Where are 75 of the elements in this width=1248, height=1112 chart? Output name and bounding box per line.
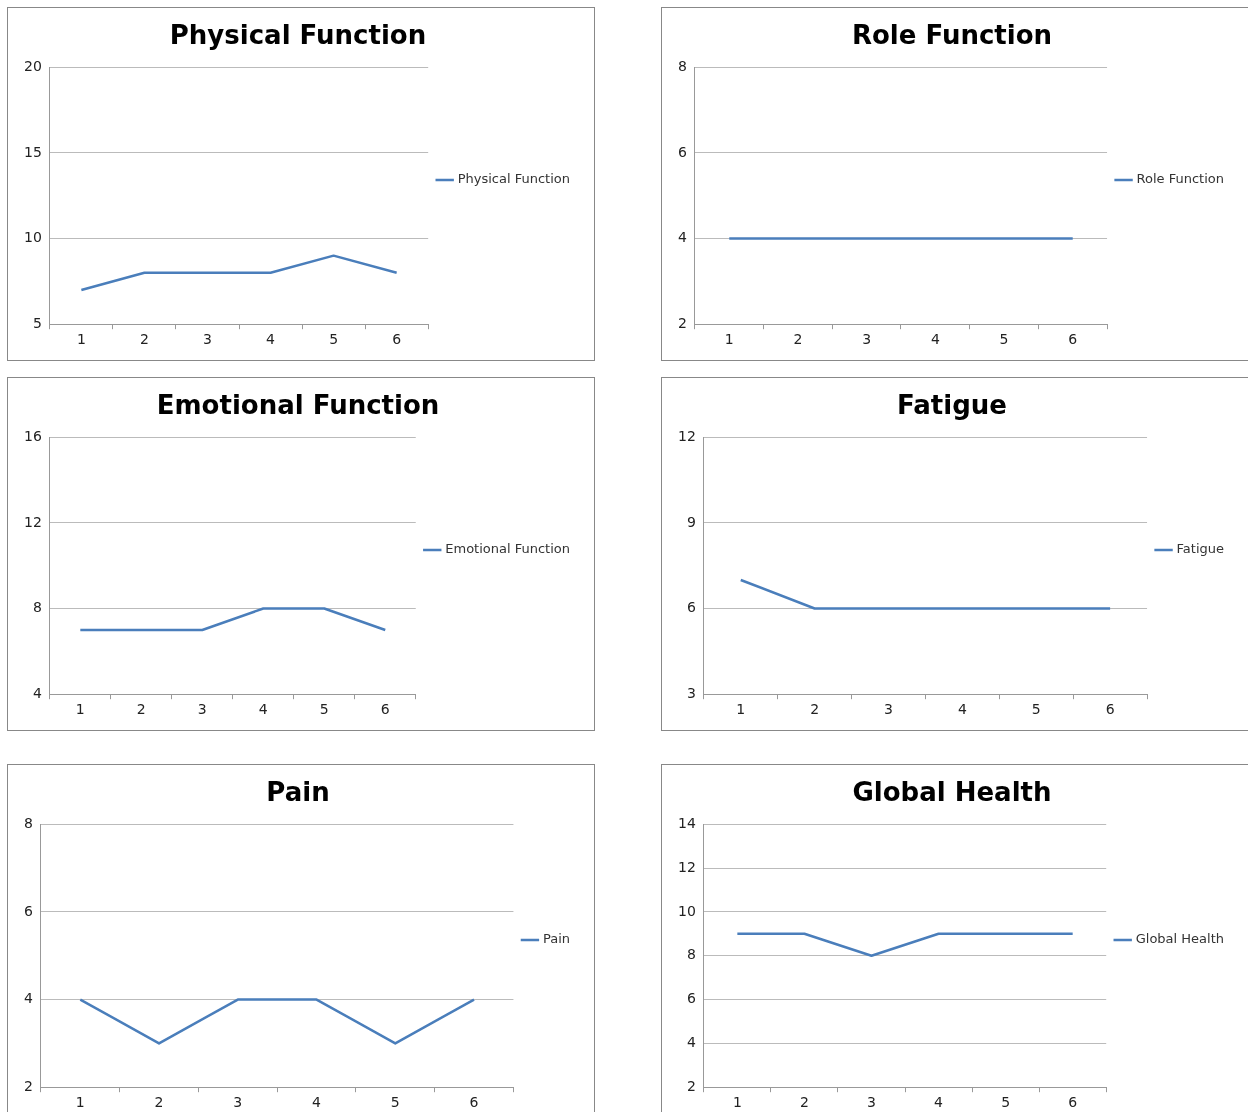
x-tick-label: 1 [736, 701, 746, 718]
x-tick-label: 2 [799, 1094, 809, 1111]
x-tick-label: 4 [258, 701, 268, 718]
y-tick-label: 12 [23, 513, 42, 530]
y-tick-label: 14 [677, 814, 696, 831]
x-tick-label: 2 [154, 1094, 164, 1111]
legend-label: Role Function [1136, 171, 1225, 187]
x-tick-label: 3 [203, 331, 212, 348]
y-tick-label: 12 [677, 858, 696, 875]
y-tick-label: 5 [32, 314, 42, 331]
y-tick-label: 15 [23, 143, 42, 160]
x-tick-label: 5 [390, 1094, 400, 1111]
chart-title: Fatigue [897, 390, 1007, 421]
x-tick-label: 5 [1031, 701, 1041, 718]
x-tick-label: 1 [724, 331, 734, 348]
x-tick-label: 2 [136, 701, 146, 718]
x-tick-label: 3 [197, 701, 207, 718]
x-tick-label: 6 [380, 701, 390, 718]
x-tick-label: 4 [934, 1094, 944, 1111]
x-tick-label: 3 [862, 331, 872, 348]
x-tick-label: 4 [312, 1094, 322, 1111]
x-tick-label: 4 [957, 701, 967, 718]
y-tick-label: 9 [686, 513, 696, 530]
x-tick-label: 5 [319, 701, 329, 718]
legend-label: Global Health [1135, 931, 1225, 947]
y-tick-label: 20 [23, 57, 42, 74]
x-tick-label: 6 [1068, 1094, 1078, 1111]
y-tick-label: 2 [677, 314, 687, 331]
x-tick-label: 1 [75, 1094, 85, 1111]
x-tick-label: 5 [999, 331, 1009, 348]
x-tick-label: 3 [233, 1094, 243, 1111]
y-tick-label: 10 [23, 229, 42, 246]
x-tick-label: 1 [732, 1094, 742, 1111]
legend-label: Physical Function [457, 171, 570, 187]
x-tick-label: 2 [139, 331, 149, 348]
x-tick-label: 1 [76, 331, 86, 348]
y-tick-label: 10 [677, 902, 696, 919]
x-tick-label: 4 [930, 331, 940, 348]
y-tick-label: 4 [686, 1034, 696, 1051]
x-tick-label: 1 [75, 701, 85, 718]
legend-label: Emotional Function [445, 541, 571, 557]
x-tick-label: 6 [392, 331, 402, 348]
y-tick-label: 12 [677, 427, 696, 444]
y-tick-label: 8 [23, 814, 33, 831]
chart-title: Pain [266, 777, 330, 808]
y-tick-label: 6 [677, 143, 687, 160]
x-tick-label: 3 [867, 1094, 876, 1111]
y-tick-label: 4 [23, 990, 33, 1007]
x-tick-label: 5 [1001, 1094, 1011, 1111]
x-tick-label: 5 [329, 331, 339, 348]
x-tick-label: 2 [810, 701, 820, 718]
y-tick-label: 6 [686, 990, 696, 1007]
y-tick-label: 2 [23, 1077, 33, 1094]
legend-label: Fatigue [1176, 541, 1224, 557]
y-tick-label: 8 [677, 57, 687, 74]
y-tick-label: 4 [677, 229, 687, 246]
y-tick-label: 4 [32, 684, 42, 701]
y-tick-label: 3 [686, 684, 696, 701]
chart-title: Emotional Function [156, 390, 440, 421]
y-tick-label: 6 [686, 599, 696, 616]
y-tick-label: 8 [686, 946, 696, 963]
x-tick-label: 6 [1105, 701, 1115, 718]
chart-title: Global Health [852, 777, 1052, 808]
x-tick-label: 6 [469, 1094, 479, 1111]
y-tick-label: 8 [32, 599, 42, 616]
chart-title: Physical Function [169, 20, 427, 51]
x-tick-label: 3 [884, 701, 893, 718]
y-tick-label: 2 [686, 1077, 696, 1094]
y-tick-label: 6 [23, 902, 33, 919]
x-tick-label: 4 [266, 331, 276, 348]
chart-title: Role Function [851, 20, 1053, 51]
y-tick-label: 16 [23, 427, 42, 444]
x-tick-label: 2 [793, 331, 803, 348]
x-tick-label: 6 [1068, 331, 1078, 348]
legend-label: Pain [542, 931, 571, 947]
